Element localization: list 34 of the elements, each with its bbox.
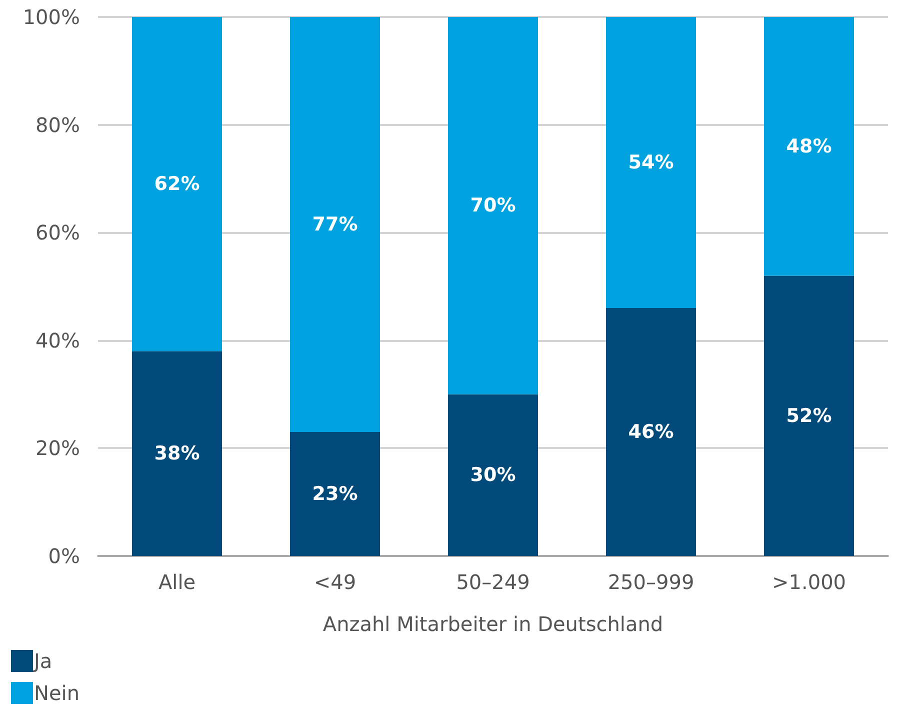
y-tick-label: 80% (36, 112, 80, 137)
y-tick-label: 100% (22, 5, 80, 29)
x-tick-label: <49 (314, 570, 356, 594)
data-label: 70% (470, 194, 516, 217)
bar (448, 17, 538, 394)
data-label: 77% (312, 214, 358, 236)
data-label: 38% (154, 442, 200, 465)
bar (290, 432, 380, 556)
x-tick-label: 50–249 (456, 570, 530, 594)
y-tick-label: 0% (48, 544, 80, 568)
y-tick-label: 60% (36, 220, 80, 245)
bar (132, 351, 222, 556)
bar (764, 17, 854, 276)
bar (132, 17, 222, 352)
x-tick-label: 250–999 (608, 570, 694, 594)
data-label: 52% (786, 404, 832, 427)
y-tick-label: 40% (36, 328, 80, 352)
bar (606, 17, 696, 308)
legend-label: Nein (34, 681, 80, 705)
y-tick-label: 20% (36, 436, 80, 460)
data-label: 48% (786, 135, 832, 158)
data-label: 30% (470, 464, 516, 486)
legend-label: Ja (32, 649, 52, 673)
x-tick-label: >1.000 (772, 570, 846, 594)
bar (764, 276, 854, 556)
data-label: 62% (154, 173, 200, 196)
data-label: 23% (312, 483, 358, 506)
bar (290, 17, 380, 432)
data-label: 54% (628, 152, 674, 174)
bar (448, 394, 538, 556)
data-label: 46% (628, 421, 674, 444)
x-tick-label: Alle (158, 570, 196, 594)
x-axis-title: Anzahl Mitarbeiter in Deutschland (322, 612, 664, 636)
bar (606, 308, 696, 556)
